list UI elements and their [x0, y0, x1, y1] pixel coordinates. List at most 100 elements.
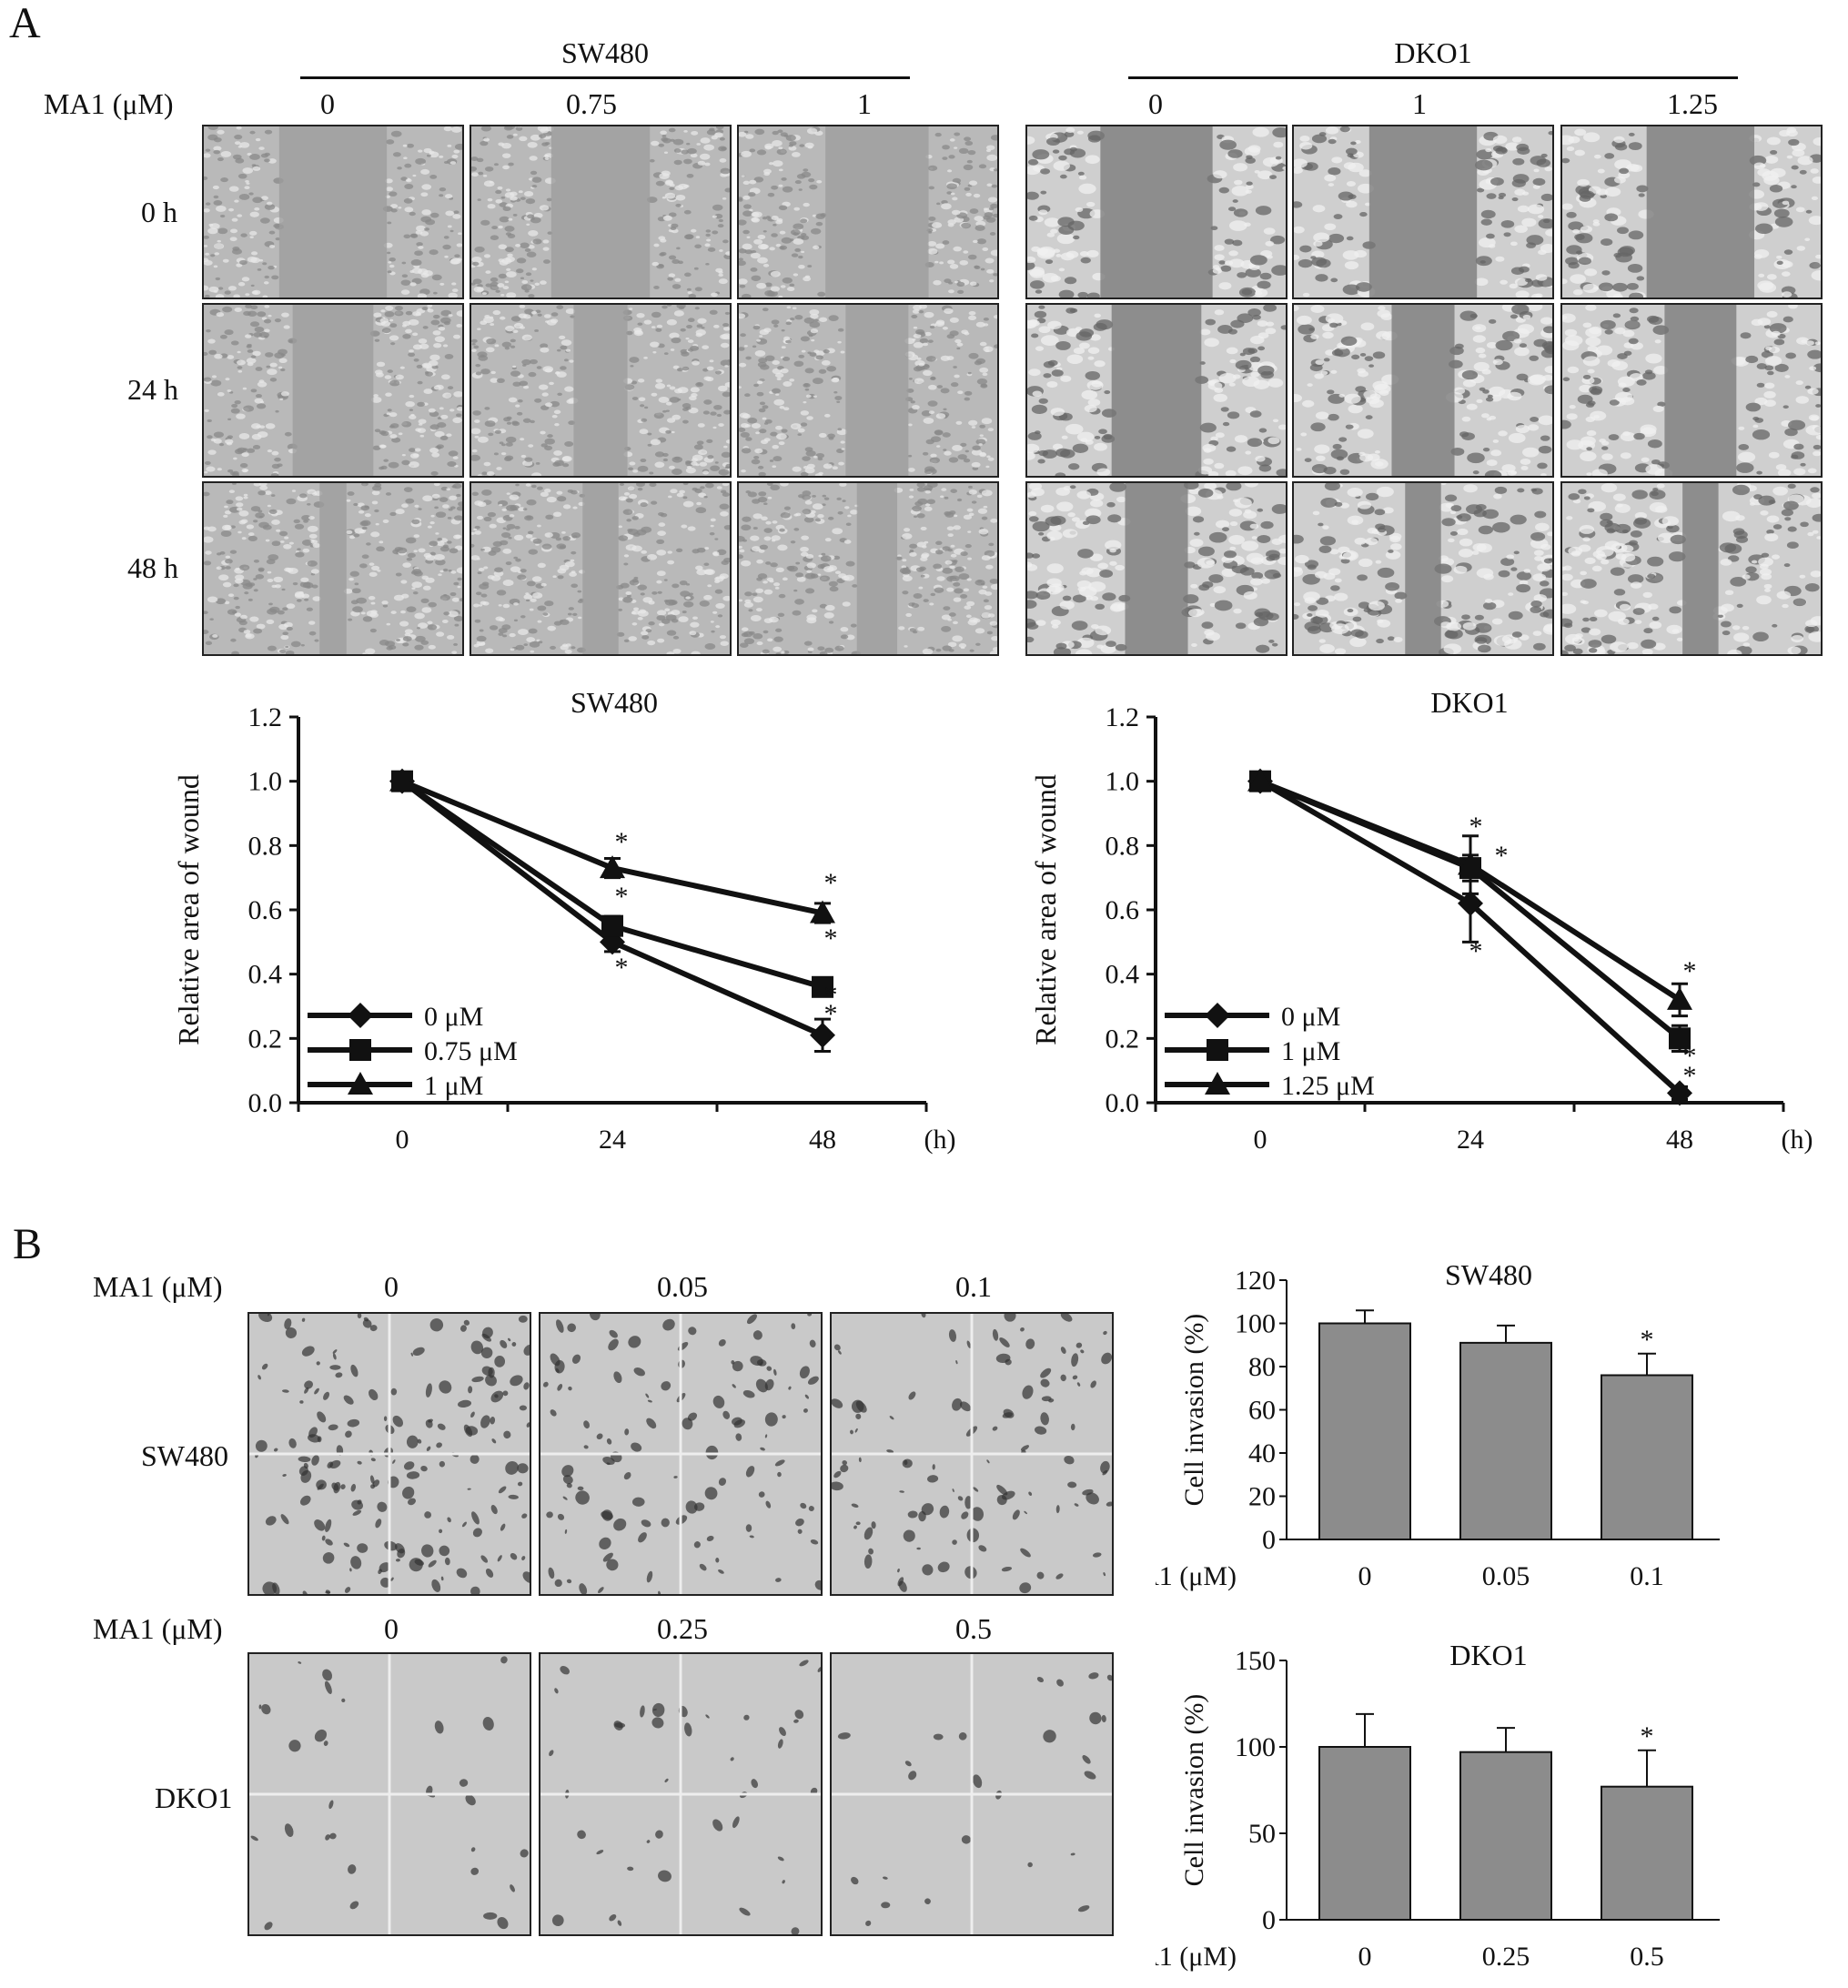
x-tick-label: 0: [396, 1125, 409, 1155]
wound-micrograph-r0-c3: [1025, 125, 1288, 299]
x-tick-label: 24: [599, 1125, 626, 1155]
x-tick-label: 0.25: [1482, 1942, 1530, 1972]
y-tick-label: 20: [1248, 1482, 1276, 1512]
legend-marker: [1205, 1003, 1230, 1028]
data-point: [812, 975, 833, 998]
data-point: [810, 1022, 835, 1048]
sw480-header-line: [300, 76, 910, 79]
significance-star: *: [1469, 812, 1483, 842]
dose-a-left-1: 0.75: [566, 87, 617, 120]
legend-item-2: 1.25 μM: [1165, 1071, 1375, 1101]
wound-micrograph-r2-c5: [1560, 481, 1823, 656]
bar-0: [1318, 1746, 1411, 1921]
significance-star: *: [615, 827, 629, 857]
panel-b-letter: B: [13, 1220, 43, 1268]
legend-label: 0 μM: [424, 1002, 483, 1032]
significance-star: *: [824, 868, 838, 898]
bar-1: [1459, 1341, 1552, 1540]
legend-item-1: 1 μM: [1165, 1036, 1340, 1066]
chart-title: DKO1: [1449, 1639, 1527, 1671]
data-point: [1458, 890, 1483, 916]
bar-0: [1318, 1322, 1411, 1540]
x-tick-label: 0.05: [1482, 1561, 1530, 1591]
dose-b1-1: 0.05: [657, 1270, 708, 1303]
wound-micrograph-r2-c2: [737, 481, 999, 656]
data-point: [389, 768, 415, 792]
x-axis-label: (h): [924, 1125, 956, 1155]
y-tick-label: 1.0: [248, 767, 283, 797]
significance-star: *: [1683, 1041, 1697, 1071]
y-tick-label: 100: [1235, 1309, 1276, 1339]
wound-micrograph-r2-c0: [202, 481, 464, 656]
dko1-invasion-bar-chart: 0 50 100 150 0 0.25 0.5 * MA1 (μM) Cell invasion …: [1156, 1639, 1720, 1972]
wound-micrograph-r2-c1: [470, 481, 732, 656]
data-point: [1247, 768, 1273, 792]
dose-a-right-0: 0: [1148, 87, 1163, 120]
y-tick-label: 0.6: [1106, 895, 1140, 925]
legend-item-0: 0 μM: [1165, 1002, 1340, 1032]
legend-item-0: 0 μM: [308, 1002, 483, 1032]
invasion-micrograph-r1-c2: [830, 1652, 1114, 1936]
wound-micrograph-r0-c5: [1560, 125, 1823, 299]
wound-micrograph-r1-c2: [737, 303, 999, 478]
y-tick-label: 0: [1262, 1525, 1276, 1555]
y-axis-label: Cell invasion (%): [1179, 1314, 1209, 1507]
wound-micrograph-r1-c1: [470, 303, 732, 478]
x-axis-label: MA1 (μM): [1156, 1942, 1237, 1972]
series-2: [1247, 768, 1692, 1018]
y-axis-label: Cell invasion (%): [1179, 1694, 1209, 1887]
chart-title: DKO1: [1430, 686, 1508, 719]
legend-label: 1.25 μM: [1281, 1071, 1375, 1101]
y-tick-label: 120: [1235, 1266, 1276, 1296]
significance-star: *: [615, 953, 629, 983]
wound-micrograph-r1-c5: [1560, 303, 1823, 478]
significance-star: *: [1495, 841, 1509, 871]
significance-star: *: [1641, 1325, 1654, 1355]
significance-star: *: [824, 923, 838, 954]
y-tick-label: 0.0: [248, 1088, 283, 1118]
data-point: [601, 914, 623, 937]
dose-b1-0: 0: [384, 1270, 399, 1303]
dose-b1-2: 0.1: [955, 1270, 992, 1303]
y-axis-label: Relative area of wound: [1029, 774, 1062, 1045]
significance-star: *: [615, 882, 629, 912]
x-tick-label: 0: [1254, 1125, 1267, 1155]
dose-label-b2: MA1 (μM): [93, 1612, 223, 1645]
legend-marker: [348, 1003, 373, 1028]
chart-title: SW480: [571, 686, 658, 719]
dko1-wound-line-chart: 0.0 0.2 0.4 0.6 0.8 1.0 1.2 0 24 48 (h) Relative ar…: [1029, 686, 1813, 1155]
legend-marker: [348, 1072, 373, 1095]
x-tick-label: 0: [1358, 1942, 1372, 1972]
data-point: [1667, 986, 1692, 1010]
wound-micrograph-r1-c3: [1025, 303, 1288, 478]
y-tick-label: 40: [1248, 1438, 1276, 1468]
significance-star: *: [1683, 956, 1697, 986]
legend-label: 1 μM: [1281, 1036, 1340, 1066]
dose-a-left-0: 0: [320, 87, 335, 120]
y-tick-label: 1.2: [248, 702, 283, 732]
y-tick-label: 0.2: [248, 1024, 283, 1054]
y-tick-label: 0.4: [1106, 960, 1140, 990]
x-tick-label: 0.1: [1630, 1561, 1664, 1591]
legend-label: 0.75 μM: [424, 1036, 518, 1066]
significance-star: *: [824, 980, 838, 1010]
y-tick-label: 0: [1262, 1905, 1276, 1935]
time-label-48h: 48 h: [127, 551, 178, 584]
data-point: [810, 900, 835, 923]
y-tick-label: 80: [1248, 1352, 1276, 1382]
wound-micrograph-r1-c0: [202, 303, 464, 478]
invasion-micrograph-r0-c2: [830, 1312, 1114, 1596]
cell-label-sw480: SW480: [141, 1439, 228, 1472]
bar-1: [1459, 1751, 1552, 1921]
sw480-invasion-bar-chart: 0 20 40 60 80 100 120 0 0.05 0.1 * MA1 (μM) Cell inv…: [1156, 1258, 1720, 1591]
legend-marker: [1205, 1072, 1230, 1095]
dko1-header-line: [1128, 76, 1738, 79]
bar-2: [1601, 1374, 1693, 1540]
dose-b2-2: 0.5: [955, 1612, 992, 1645]
legend-label: 1 μM: [424, 1071, 483, 1101]
invasion-micrograph-r0-c0: [247, 1312, 531, 1596]
y-tick-label: 0.0: [1106, 1088, 1140, 1118]
dose-a-right-1: 1: [1412, 87, 1427, 120]
dose-label-a: MA1 (μM): [44, 87, 174, 120]
significance-star: *: [1683, 1061, 1697, 1091]
